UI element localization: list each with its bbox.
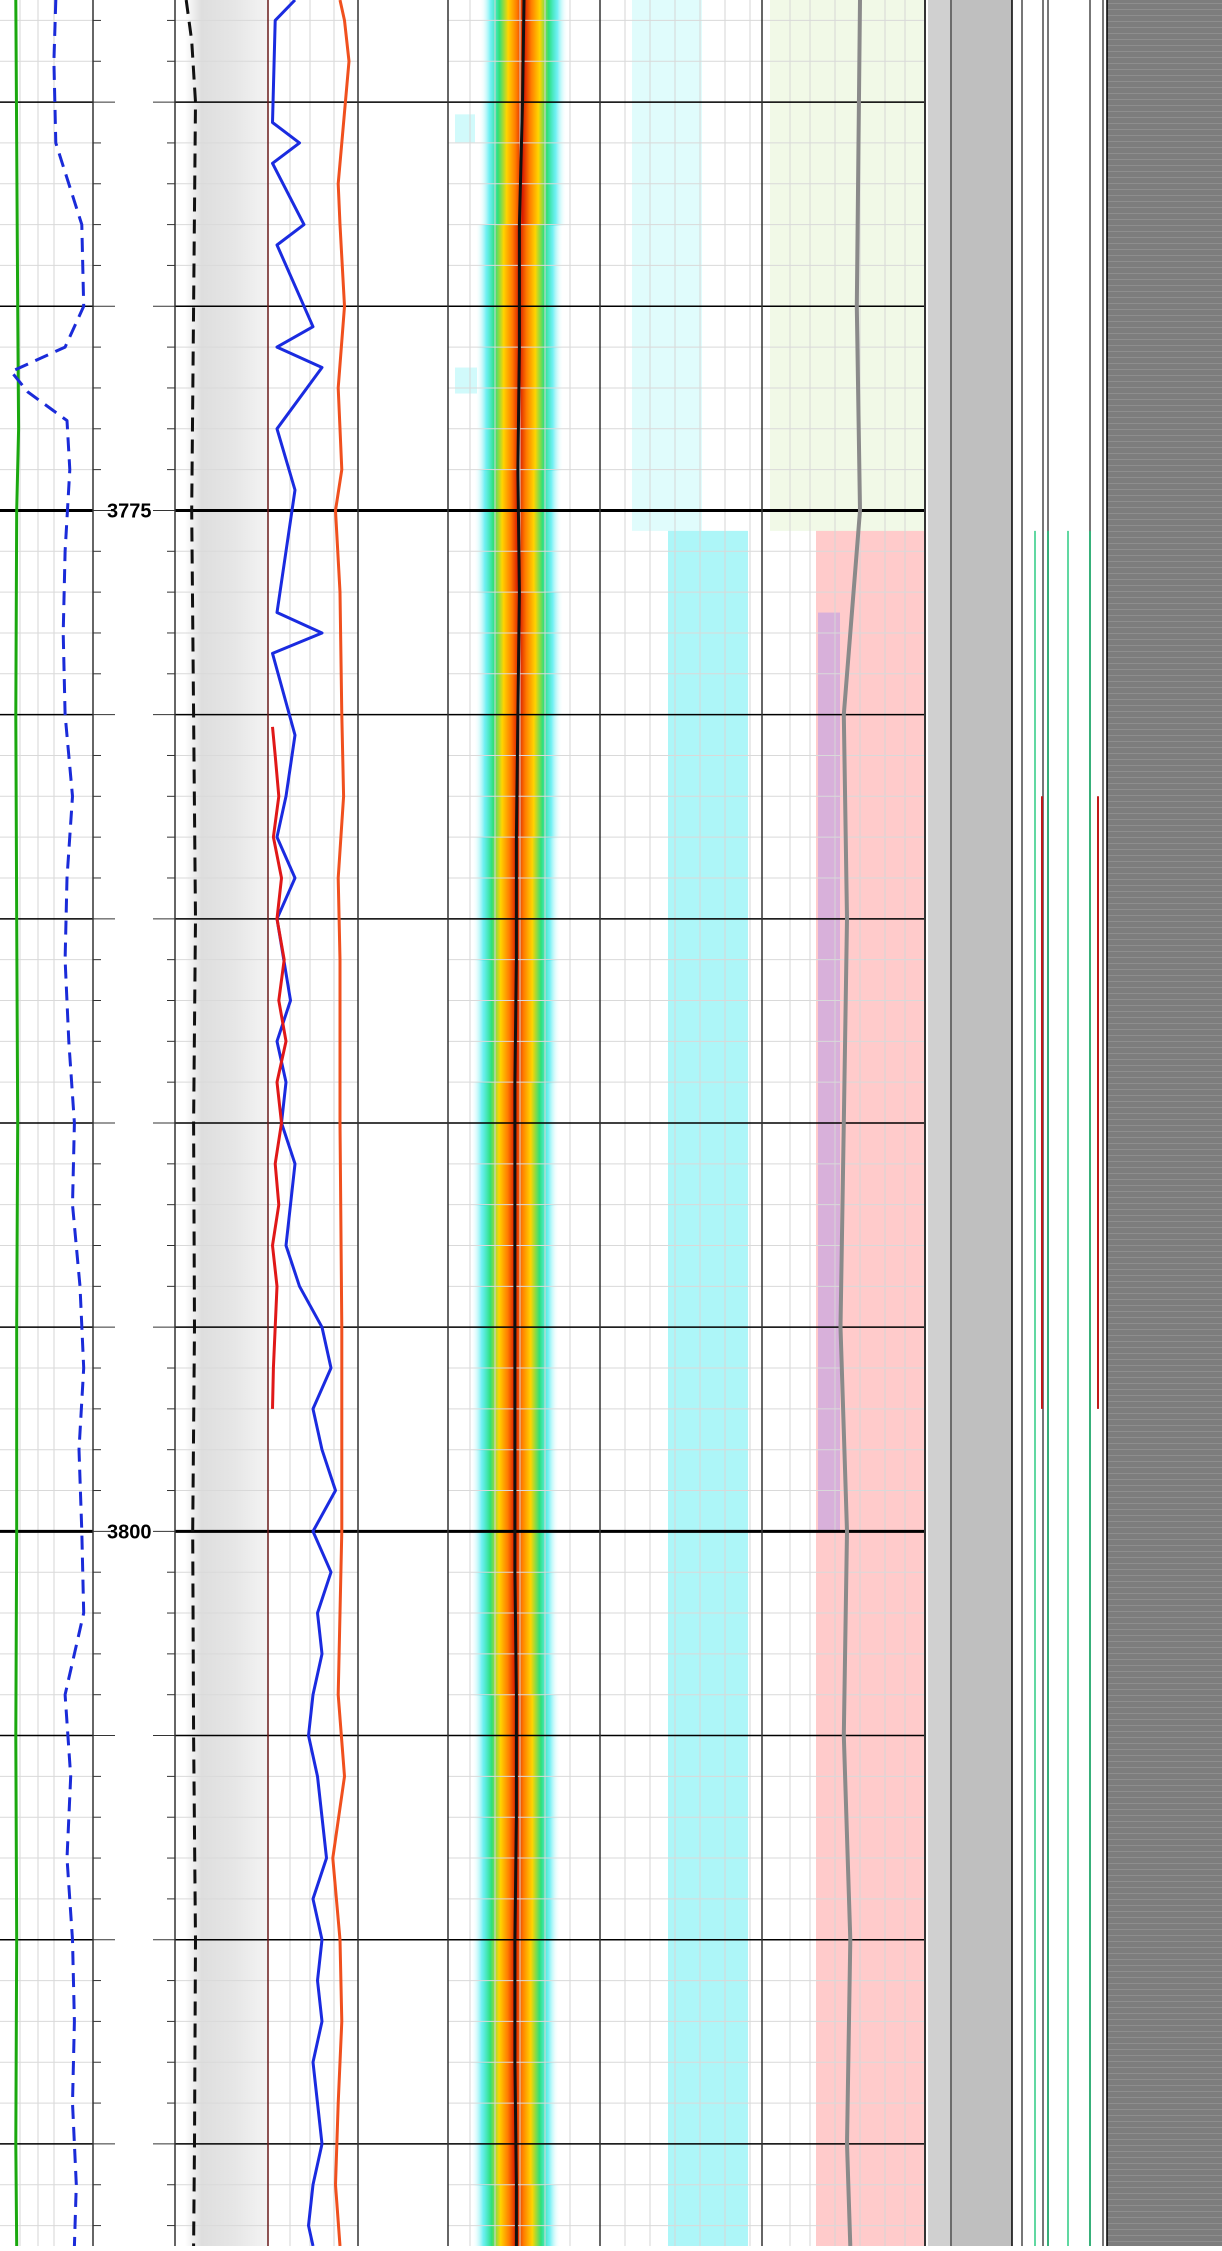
image-track-dark (1107, 0, 1222, 2246)
depth-label-3800: 3800 (107, 1521, 152, 1543)
depth-grid (0, 0, 1108, 2246)
depth-labels: 3775 3800 (107, 500, 152, 1543)
track-4-semblance_hot-curve (513, 0, 526, 2246)
cyan-blob (455, 367, 477, 394)
cyan-band-lower (668, 530, 748, 2246)
facies-purple (818, 612, 840, 1532)
image-track-left (928, 0, 952, 2246)
track-1-gr_curve-curve (14, 0, 21, 2247)
track-3-orange_curve-curve (331, 0, 351, 2247)
track-2-caliper_dashed-curve (184, 0, 197, 2247)
depth-label-3775: 3775 (107, 500, 152, 522)
cyan-blob (455, 114, 475, 143)
track-3-spike_curve-curve (271, 0, 337, 2247)
track-5-gray_curve-curve (838, 0, 862, 2247)
track-1-resistivity_dashed-curve (9, 0, 86, 2247)
track-3-red_curve-curve (271, 726, 288, 1409)
log-curves (9, 0, 1099, 2247)
track-backgrounds (185, 0, 1222, 2246)
